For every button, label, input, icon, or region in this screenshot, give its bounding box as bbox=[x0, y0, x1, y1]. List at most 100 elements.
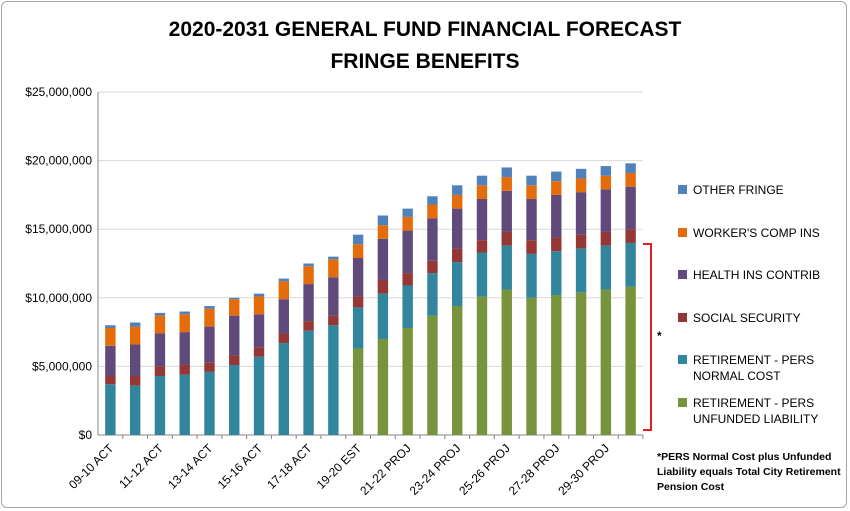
bar-segment bbox=[253, 296, 265, 315]
bar-segment bbox=[204, 326, 215, 363]
legend-swatch bbox=[678, 398, 687, 407]
bar-segment bbox=[600, 166, 612, 176]
bar-segment bbox=[476, 185, 488, 200]
bar-segment bbox=[526, 199, 537, 241]
bar-segment bbox=[352, 296, 364, 308]
bar-segment bbox=[278, 281, 289, 300]
bar-segment bbox=[253, 347, 265, 357]
bar-segment bbox=[526, 297, 537, 435]
bar-segment bbox=[625, 172, 636, 187]
bar-segment bbox=[427, 273, 438, 316]
bar-segment bbox=[129, 385, 141, 435]
bar-segment bbox=[476, 175, 488, 186]
bar-segment bbox=[526, 253, 537, 298]
x-tick-label: 11-12 ACT bbox=[116, 441, 166, 491]
bar-segment bbox=[377, 238, 389, 280]
bar-segment bbox=[476, 296, 488, 435]
x-tick-label: 29-30 PROJ bbox=[555, 441, 612, 498]
bar-segment bbox=[452, 262, 463, 307]
x-tick-label: 23-24 PROJ bbox=[407, 441, 464, 498]
bar-segment bbox=[154, 376, 166, 435]
bar-segment bbox=[328, 259, 339, 278]
bar-segment bbox=[501, 231, 512, 246]
legend-swatch bbox=[678, 355, 687, 364]
chart-subtitle: FRINGE BENEFITS bbox=[330, 50, 520, 73]
y-tick-label: $5,000,000 bbox=[32, 359, 92, 373]
bar-segment bbox=[526, 240, 537, 254]
bar-segment bbox=[402, 327, 413, 435]
bar-segment bbox=[551, 171, 562, 182]
retirement-bracket bbox=[643, 243, 652, 431]
legend-label: RETIREMENT - PERS bbox=[693, 353, 814, 367]
bar-segment bbox=[551, 181, 562, 195]
bar-segment bbox=[402, 230, 413, 274]
bar-segment bbox=[575, 234, 587, 249]
bar-segment bbox=[600, 289, 612, 435]
bar-segment bbox=[600, 245, 612, 290]
bar-segment bbox=[229, 365, 240, 435]
bar-segment bbox=[253, 314, 265, 348]
bar-segment bbox=[501, 167, 512, 178]
bar-segment bbox=[427, 218, 438, 261]
bar-segment bbox=[377, 215, 389, 226]
bar-segment bbox=[501, 289, 512, 435]
bar-segment bbox=[105, 325, 116, 328]
bar-segment bbox=[229, 299, 240, 316]
bar-segment bbox=[625, 163, 636, 173]
bar-segment bbox=[575, 292, 587, 435]
bar-segment bbox=[303, 263, 314, 267]
legend-label: NORMAL COST bbox=[693, 369, 781, 383]
legend-swatch bbox=[678, 185, 687, 194]
bar-segment bbox=[352, 244, 364, 259]
bar-segment bbox=[452, 248, 463, 263]
legend-label: HEALTH INS CONTRIB bbox=[693, 268, 820, 282]
bar-segment bbox=[402, 208, 413, 217]
bar-segment bbox=[179, 311, 190, 315]
y-tick-label: $20,000,000 bbox=[25, 154, 92, 168]
bar-segment bbox=[551, 251, 562, 296]
bar-segment bbox=[427, 260, 438, 274]
bar-segment bbox=[427, 315, 438, 435]
bar-segment bbox=[551, 237, 562, 252]
y-tick-label: $10,000,000 bbox=[25, 291, 92, 305]
x-tick-label: 13-14 ACT bbox=[165, 441, 216, 492]
bar-segment bbox=[501, 177, 512, 191]
bar-segment bbox=[129, 322, 141, 327]
bar-segment bbox=[551, 194, 562, 238]
chart-title: 2020-2031 GENERAL FUND FINANCIAL FORECAS… bbox=[168, 18, 682, 41]
bar-segment bbox=[526, 185, 537, 200]
bar-segment bbox=[625, 242, 636, 287]
bar-segment bbox=[154, 312, 166, 316]
bar-segment bbox=[402, 216, 413, 231]
bar-segment bbox=[352, 234, 364, 245]
bar-segment bbox=[377, 279, 389, 294]
bar-segment bbox=[253, 293, 265, 297]
bar-segment bbox=[204, 362, 215, 372]
bar-segment bbox=[501, 190, 512, 232]
bar-segment bbox=[179, 332, 190, 366]
legend-swatch bbox=[678, 228, 687, 237]
bar-segment bbox=[352, 348, 364, 435]
bar-segment bbox=[575, 248, 587, 293]
bar-segment bbox=[129, 326, 141, 345]
bar-segment bbox=[303, 321, 314, 331]
bar-segment bbox=[278, 278, 289, 282]
bar-segment bbox=[625, 286, 636, 435]
x-tick-label: 15-16 ACT bbox=[215, 441, 266, 492]
annotation-note: *PERS Normal Cost plus Unfunded Liabilit… bbox=[657, 451, 841, 493]
bar-segment bbox=[600, 231, 612, 246]
bar-segment bbox=[229, 315, 240, 356]
bar-segment bbox=[625, 229, 636, 243]
bar-segment bbox=[204, 306, 215, 309]
bar-segment bbox=[105, 327, 116, 346]
bar-segment bbox=[377, 338, 389, 435]
bar-segment bbox=[600, 189, 612, 232]
legend-label: UNFUNDED LIABILITY bbox=[693, 412, 818, 426]
bar-segment bbox=[179, 365, 190, 375]
y-tick-label: $0 bbox=[79, 428, 93, 442]
bar-segment bbox=[476, 240, 488, 253]
bar-segment bbox=[352, 307, 364, 349]
bar-segment bbox=[328, 315, 339, 326]
